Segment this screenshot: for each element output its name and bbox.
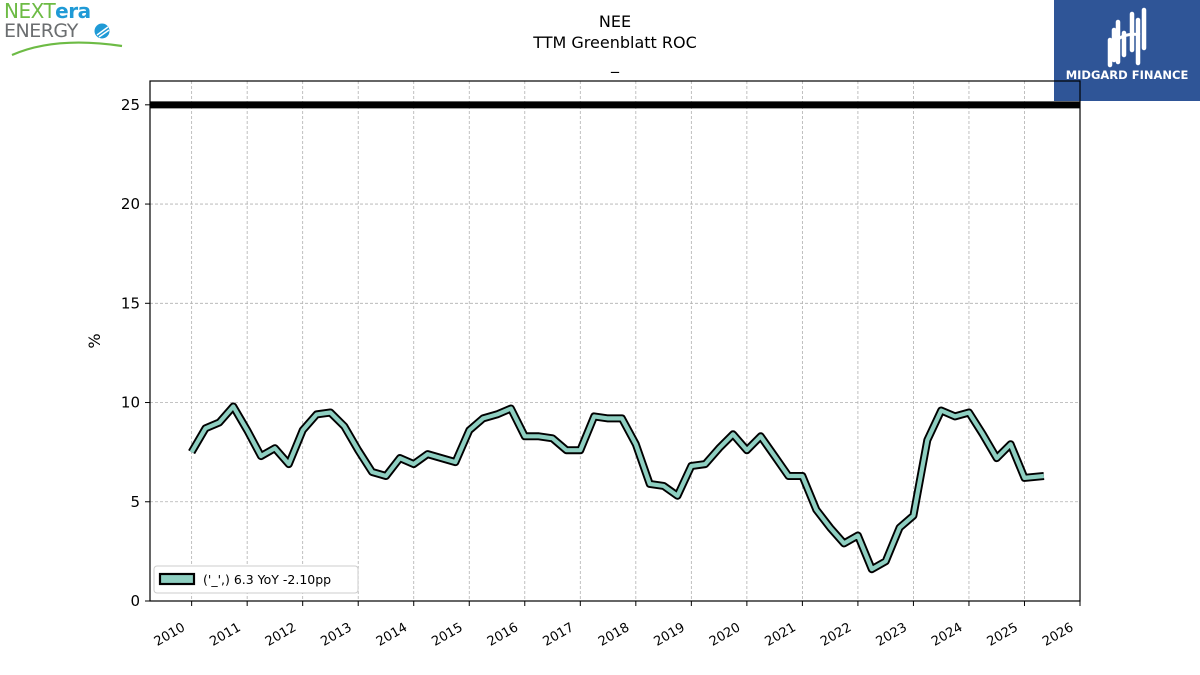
x-tick-label: 2021 [763,620,799,650]
midgard-monogram-icon [1107,7,1147,68]
nextera-wordmark-top: NEXTera [4,0,91,22]
legend-label: ('_',) 6.3 YoY -2.10pp [203,572,331,587]
x-axis: 2010 2011 2012 2013 2014 2015 2016 2017 2018 2019… [152,601,1081,650]
x-tick-label: 2015 [429,620,465,650]
y-tick-label: 20 [121,195,140,213]
series-line [189,404,1045,572]
legend-box [153,565,359,594]
logo-era-text: era [55,0,91,23]
x-tick-label: 2023 [874,620,910,650]
y-tick-label: 5 [130,493,140,511]
x-tick-label: 2014 [374,620,410,650]
x-tick-label: 2010 [152,620,188,650]
chart-title-sub: _ [610,54,620,74]
y-axis-label: % [85,333,104,348]
x-tick-label: 2012 [263,620,299,650]
nextera-energy-logo: NEXTera ENERGY [0,0,130,60]
x-tick-label: 2016 [485,620,521,650]
x-tick-label: 2025 [985,620,1021,650]
midgard-finance-logo: MIDGARD FINANCE [1054,0,1200,101]
legend-swatch [158,572,196,586]
series-line-outline [188,402,1045,574]
x-tick-label: 2019 [652,620,688,650]
logo-next-text: NEXT [4,0,56,23]
nextera-swoosh-icon [11,23,123,57]
x-tick-label: 2024 [929,620,965,650]
x-tick-label: 2013 [318,620,354,650]
chart-title-metric: TTM Greenblatt ROC [532,33,697,52]
x-tick-label: 2020 [707,620,743,650]
legend: ('_',) 6.3 YoY -2.10pp [153,565,359,594]
x-tick-label: 2017 [540,620,576,650]
midgard-finance-label: MIDGARD FINANCE [1065,68,1189,82]
logo-energy-text: ENERGY [4,20,78,42]
x-tick-label: 2022 [818,620,854,650]
y-axis: 0 5 10 15 20 25 [121,96,150,610]
x-tick-label: 2011 [207,620,243,650]
y-tick-label: 10 [121,394,140,412]
grid-layer [150,81,1081,602]
plot-frame [149,80,1081,602]
chart-title-ticker: NEE [599,12,631,31]
y-tick-label: 25 [121,96,140,114]
x-tick-label: 2018 [596,620,632,650]
y-tick-label: 0 [130,592,140,610]
y-tick-label: 15 [121,294,140,312]
x-tick-label: 2026 [1040,620,1076,650]
